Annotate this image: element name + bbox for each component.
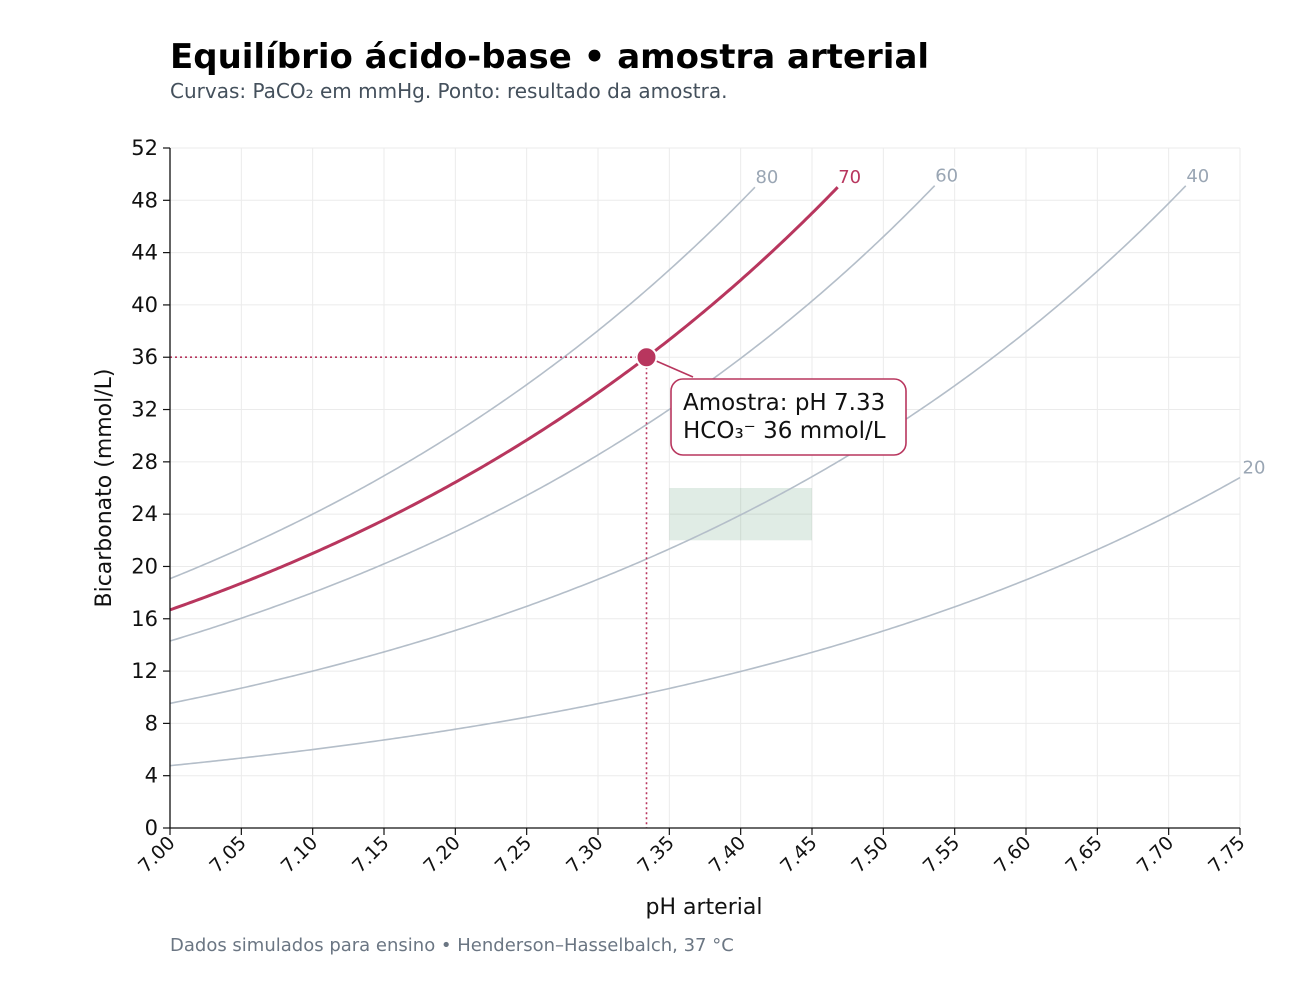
x-tick-label: 7.30 bbox=[562, 832, 607, 877]
x-tick-label: 7.70 bbox=[1133, 832, 1178, 877]
x-tick-label: 7.40 bbox=[705, 832, 750, 877]
curve-label-20: 20 bbox=[1243, 458, 1266, 479]
y-tick-label: 4 bbox=[145, 764, 158, 788]
annotation-line-2: HCO₃⁻ 36 mmol/L bbox=[683, 418, 886, 444]
y-tick-label: 32 bbox=[131, 398, 158, 422]
x-tick-label: 7.65 bbox=[1061, 832, 1106, 877]
annotation-line-1: Amostra: pH 7.33 bbox=[683, 390, 885, 416]
curve-label-60: 60 bbox=[935, 166, 958, 187]
x-tick-label: 7.55 bbox=[919, 832, 964, 877]
x-tick-label: 7.20 bbox=[419, 832, 464, 877]
x-tick-label: 7.75 bbox=[1204, 832, 1249, 877]
y-tick-label: 52 bbox=[131, 136, 158, 160]
sample-annotation: Amostra: pH 7.33 HCO₃⁻ 36 mmol/L bbox=[654, 359, 907, 456]
x-tick-label: 7.10 bbox=[277, 832, 322, 877]
curve-label-70: 70 bbox=[838, 167, 861, 188]
curve-paco2-60 bbox=[169, 185, 936, 642]
paco2-curves: 80 60 40 20 70 bbox=[169, 164, 1267, 767]
y-tick-label: 40 bbox=[131, 293, 158, 317]
y-axis-label: Bicarbonato (mmol/L) bbox=[92, 368, 117, 607]
chart-footer: Dados simulados para ensino • Henderson–… bbox=[170, 935, 734, 956]
x-tick-label: 7.35 bbox=[633, 832, 678, 877]
x-tick-label: 7.05 bbox=[205, 832, 250, 877]
x-tick-label: 7.25 bbox=[491, 832, 536, 877]
curve-label-80: 80 bbox=[755, 167, 778, 188]
sample-point bbox=[635, 346, 658, 369]
y-tick-label: 8 bbox=[145, 711, 158, 735]
axes bbox=[169, 148, 1240, 829]
curve-paco2-70 bbox=[169, 186, 839, 612]
chart-subtitle: Curvas: PaCO₂ em mmHg. Ponto: resultado … bbox=[170, 79, 727, 103]
annotation-box bbox=[670, 378, 907, 456]
y-tick-label: 20 bbox=[131, 554, 158, 578]
y-tick-label: 16 bbox=[131, 607, 158, 631]
x-ticks: 7.00 7.05 7.10 7.15 7.20 7.25 7.30 7.35 7.40 7.45… bbox=[134, 828, 1250, 877]
y-tick-label: 48 bbox=[131, 188, 158, 212]
y-tick-label: 36 bbox=[131, 345, 158, 369]
x-axis-label: pH arterial bbox=[646, 895, 763, 920]
x-tick-label: 7.50 bbox=[847, 832, 892, 877]
curve-paco2-40 bbox=[169, 185, 1187, 705]
curve-paco2-20 bbox=[169, 476, 1241, 767]
annotation-leader bbox=[654, 359, 694, 378]
curve-label-40: 40 bbox=[1186, 166, 1209, 187]
sample-guides bbox=[170, 356, 648, 828]
y-tick-label: 28 bbox=[131, 450, 158, 474]
x-tick-label: 7.15 bbox=[348, 832, 393, 877]
chart-title: Equilíbrio ácido-base • amostra arterial bbox=[170, 37, 929, 77]
curve-paco2-80 bbox=[169, 186, 756, 580]
y-tick-label: 12 bbox=[131, 659, 158, 683]
x-tick-label: 7.60 bbox=[990, 832, 1035, 877]
x-tick-label: 7.45 bbox=[776, 832, 821, 877]
y-tick-label: 44 bbox=[131, 241, 158, 265]
y-tick-label: 0 bbox=[145, 816, 158, 840]
y-tick-label: 24 bbox=[131, 502, 158, 526]
